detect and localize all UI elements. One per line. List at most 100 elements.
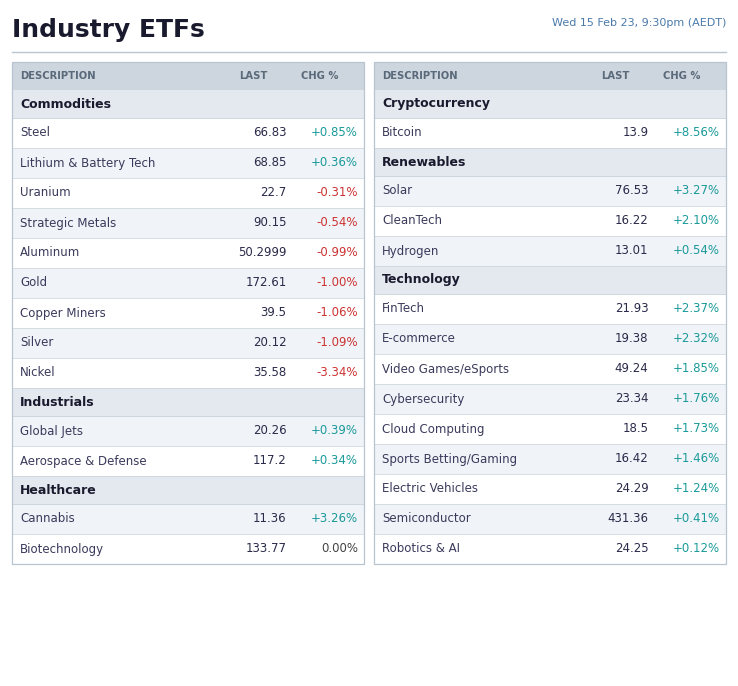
Text: Bitcoin: Bitcoin bbox=[382, 126, 423, 139]
Text: +1.76%: +1.76% bbox=[673, 392, 720, 405]
Text: 22.7: 22.7 bbox=[261, 187, 286, 200]
Bar bbox=[12, 238, 364, 268]
Text: CleanTech: CleanTech bbox=[382, 215, 442, 228]
Text: 35.58: 35.58 bbox=[253, 366, 286, 379]
Bar bbox=[12, 504, 364, 534]
Bar bbox=[374, 206, 726, 236]
Text: 16.42: 16.42 bbox=[615, 453, 649, 466]
Text: +0.39%: +0.39% bbox=[311, 425, 358, 438]
Text: DESCRIPTION: DESCRIPTION bbox=[20, 71, 96, 81]
Text: Electric Vehicles: Electric Vehicles bbox=[382, 482, 478, 495]
Text: 23.34: 23.34 bbox=[615, 392, 649, 405]
Bar bbox=[12, 62, 364, 90]
Text: 90.15: 90.15 bbox=[253, 217, 286, 230]
Text: 21.93: 21.93 bbox=[615, 303, 649, 316]
Bar bbox=[374, 90, 726, 118]
Text: Healthcare: Healthcare bbox=[20, 484, 97, 497]
Text: Copper Miners: Copper Miners bbox=[20, 307, 106, 320]
Text: 117.2: 117.2 bbox=[253, 455, 286, 467]
Text: Aluminum: Aluminum bbox=[20, 246, 80, 259]
Bar bbox=[12, 416, 364, 446]
Bar bbox=[12, 358, 364, 388]
Text: -1.00%: -1.00% bbox=[317, 276, 358, 289]
Text: +0.12%: +0.12% bbox=[673, 543, 720, 556]
Text: 16.22: 16.22 bbox=[615, 215, 649, 228]
Text: Semiconductor: Semiconductor bbox=[382, 512, 471, 525]
Bar bbox=[374, 62, 726, 564]
Text: Steel: Steel bbox=[20, 126, 50, 139]
Text: Strategic Metals: Strategic Metals bbox=[20, 217, 117, 230]
Bar bbox=[12, 208, 364, 238]
Text: Commodities: Commodities bbox=[20, 97, 111, 110]
Text: 13.9: 13.9 bbox=[622, 126, 649, 139]
Text: Silver: Silver bbox=[20, 337, 53, 349]
Text: E-commerce: E-commerce bbox=[382, 333, 456, 346]
Text: Industry ETFs: Industry ETFs bbox=[12, 18, 204, 42]
Text: Technology: Technology bbox=[382, 274, 461, 287]
Text: +2.32%: +2.32% bbox=[673, 333, 720, 346]
Text: Hydrogen: Hydrogen bbox=[382, 244, 439, 257]
Text: -3.34%: -3.34% bbox=[317, 366, 358, 379]
Text: Uranium: Uranium bbox=[20, 187, 71, 200]
Text: 18.5: 18.5 bbox=[623, 423, 649, 436]
Text: +0.54%: +0.54% bbox=[673, 244, 720, 257]
Text: +0.36%: +0.36% bbox=[311, 156, 358, 169]
Text: Renewables: Renewables bbox=[382, 156, 466, 169]
Text: Robotics & AI: Robotics & AI bbox=[382, 543, 460, 556]
Bar bbox=[12, 62, 364, 564]
Text: Industrials: Industrials bbox=[20, 396, 94, 408]
Text: 24.25: 24.25 bbox=[615, 543, 649, 556]
Text: -1.06%: -1.06% bbox=[317, 307, 358, 320]
Bar bbox=[374, 444, 726, 474]
Text: +1.24%: +1.24% bbox=[673, 482, 720, 495]
Bar bbox=[374, 414, 726, 444]
Text: 11.36: 11.36 bbox=[253, 512, 286, 525]
Text: Global Jets: Global Jets bbox=[20, 425, 83, 438]
Bar bbox=[12, 268, 364, 298]
Text: 49.24: 49.24 bbox=[615, 362, 649, 375]
Text: DESCRIPTION: DESCRIPTION bbox=[382, 71, 458, 81]
Text: +3.27%: +3.27% bbox=[673, 185, 720, 198]
Text: Sports Betting/Gaming: Sports Betting/Gaming bbox=[382, 453, 517, 466]
Text: -0.54%: -0.54% bbox=[317, 217, 358, 230]
Bar bbox=[374, 384, 726, 414]
Text: CHG %: CHG % bbox=[663, 71, 701, 81]
Bar bbox=[12, 118, 364, 148]
Text: 39.5: 39.5 bbox=[261, 307, 286, 320]
Bar bbox=[12, 476, 364, 504]
Text: 133.77: 133.77 bbox=[246, 543, 286, 556]
Text: +1.73%: +1.73% bbox=[673, 423, 720, 436]
Bar bbox=[12, 446, 364, 476]
Text: +1.85%: +1.85% bbox=[673, 362, 720, 375]
Text: Aerospace & Defense: Aerospace & Defense bbox=[20, 455, 147, 467]
Bar bbox=[374, 294, 726, 324]
Text: Cryptocurrency: Cryptocurrency bbox=[382, 97, 490, 110]
Text: 66.83: 66.83 bbox=[253, 126, 286, 139]
Bar bbox=[12, 148, 364, 178]
Text: +1.46%: +1.46% bbox=[673, 453, 720, 466]
Text: 19.38: 19.38 bbox=[615, 333, 649, 346]
Bar bbox=[374, 354, 726, 384]
Text: -0.31%: -0.31% bbox=[317, 187, 358, 200]
Text: +0.41%: +0.41% bbox=[673, 512, 720, 525]
Text: 431.36: 431.36 bbox=[607, 512, 649, 525]
Text: FinTech: FinTech bbox=[382, 303, 425, 316]
Text: Cloud Computing: Cloud Computing bbox=[382, 423, 485, 436]
Text: +2.37%: +2.37% bbox=[673, 303, 720, 316]
Text: Cannabis: Cannabis bbox=[20, 512, 75, 525]
Text: Video Games/eSports: Video Games/eSports bbox=[382, 362, 509, 375]
Bar bbox=[374, 534, 726, 564]
Text: 172.61: 172.61 bbox=[245, 276, 286, 289]
Text: 13.01: 13.01 bbox=[615, 244, 649, 257]
Text: +0.85%: +0.85% bbox=[311, 126, 358, 139]
Bar bbox=[374, 118, 726, 148]
Text: Biotechnology: Biotechnology bbox=[20, 543, 104, 556]
Text: Wed 15 Feb 23, 9:30pm (AEDT): Wed 15 Feb 23, 9:30pm (AEDT) bbox=[551, 18, 726, 28]
Text: 24.29: 24.29 bbox=[615, 482, 649, 495]
Text: +3.26%: +3.26% bbox=[311, 512, 358, 525]
Bar bbox=[374, 324, 726, 354]
Text: 20.26: 20.26 bbox=[253, 425, 286, 438]
Text: Gold: Gold bbox=[20, 276, 47, 289]
Bar bbox=[374, 176, 726, 206]
Bar bbox=[12, 534, 364, 564]
